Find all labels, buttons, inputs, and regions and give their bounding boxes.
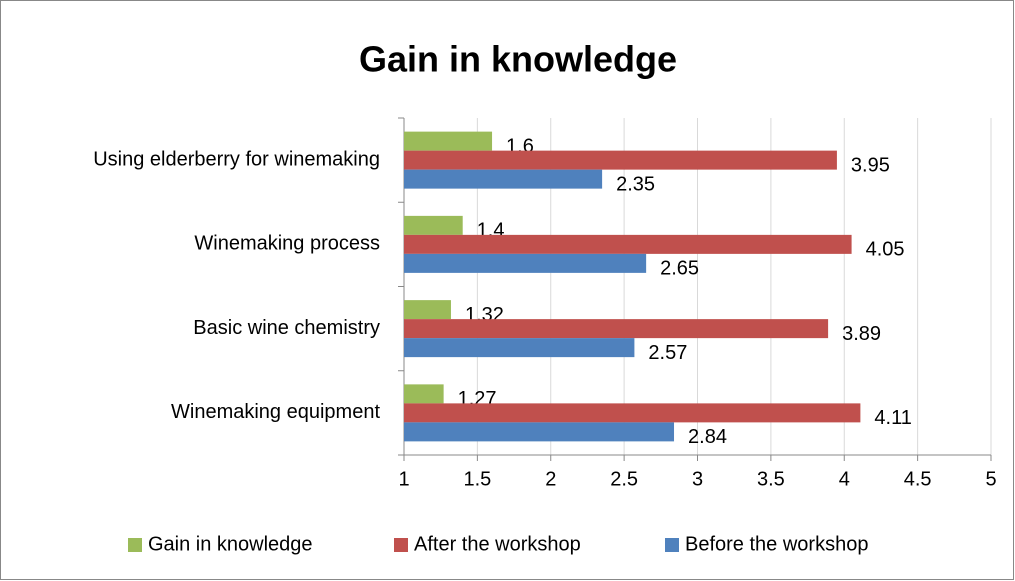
bar	[404, 300, 451, 320]
y-tick-label: Basic wine chemistry	[193, 317, 380, 339]
value-label: 2.35	[616, 173, 655, 195]
bar	[404, 150, 837, 170]
legend-label: After the workshop	[414, 533, 581, 555]
value-label: 2.57	[648, 342, 687, 364]
y-tick-label: Using elderberry for winemaking	[93, 148, 380, 170]
y-tick-label: Winemaking equipment	[171, 401, 380, 423]
x-tick-label: 2	[545, 468, 556, 490]
bar	[404, 403, 861, 423]
value-label: 3.95	[851, 154, 890, 176]
bar	[404, 253, 647, 273]
chart-title: Gain in knowledge	[359, 39, 677, 80]
legend-label: Before the workshop	[685, 533, 868, 555]
bar	[404, 215, 463, 235]
value-label: 4.05	[866, 239, 905, 261]
bar	[404, 319, 829, 339]
value-label: 2.65	[660, 258, 699, 280]
y-tick-label: Winemaking process	[194, 233, 380, 255]
x-tick-label: 5	[985, 468, 996, 490]
bar	[404, 384, 444, 404]
x-tick-label: 1	[398, 468, 409, 490]
legend-label: Gain in knowledge	[148, 533, 313, 555]
value-label: 4.11	[874, 407, 911, 429]
legend-swatch	[394, 538, 408, 552]
x-tick-label: 3	[692, 468, 703, 490]
bar	[404, 234, 852, 254]
bar	[404, 422, 675, 442]
bar	[404, 338, 635, 358]
bar	[404, 169, 603, 189]
legend-swatch	[665, 538, 679, 552]
x-tick-label: 4	[839, 468, 850, 490]
value-label: 2.84	[688, 426, 727, 448]
legend-swatch	[128, 538, 142, 552]
x-tick-label: 3.5	[757, 468, 785, 490]
value-label: 3.89	[842, 323, 881, 345]
x-tick-label: 4.5	[904, 468, 932, 490]
x-tick-label: 1.5	[463, 468, 491, 490]
x-tick-label: 2.5	[610, 468, 638, 490]
bar	[404, 131, 493, 151]
